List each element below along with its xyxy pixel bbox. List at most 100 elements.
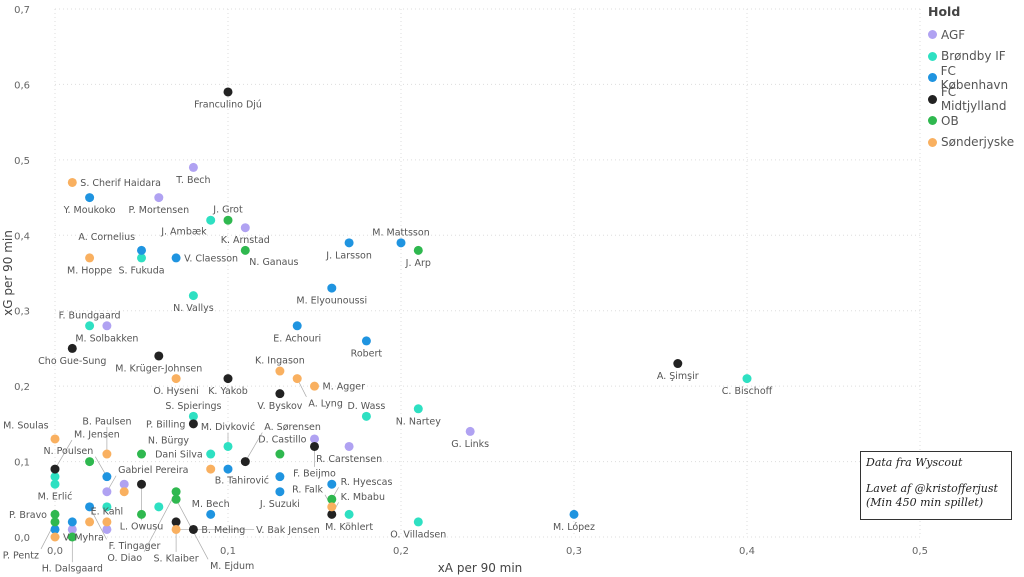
data-point[interactable] — [188, 419, 198, 429]
data-point[interactable] — [137, 509, 146, 519]
data-point[interactable] — [85, 253, 95, 263]
data-point[interactable] — [206, 464, 216, 474]
data-point[interactable] — [102, 321, 112, 331]
data-point[interactable] — [119, 479, 129, 489]
data-point[interactable] — [119, 487, 129, 497]
legend-item[interactable]: AGF — [928, 24, 1024, 46]
data-point[interactable] — [171, 374, 181, 384]
data-point[interactable] — [102, 517, 112, 527]
data-point[interactable] — [240, 245, 250, 255]
data-point[interactable] — [327, 479, 337, 489]
data-point[interactable] — [240, 223, 250, 233]
data-point[interactable] — [361, 411, 371, 421]
data-point[interactable] — [50, 434, 60, 444]
label-leader-line — [89, 506, 107, 540]
point-label: V. Myhra — [63, 533, 104, 544]
data-point[interactable] — [102, 487, 112, 497]
data-point[interactable] — [171, 487, 181, 497]
point-label: P. Pentz — [3, 550, 39, 561]
data-point[interactable] — [206, 509, 216, 519]
data-point[interactable] — [223, 441, 233, 451]
data-point[interactable] — [275, 389, 285, 399]
data-point[interactable] — [310, 381, 319, 391]
data-point[interactable] — [137, 449, 146, 459]
data-point[interactable] — [465, 426, 475, 436]
data-point[interactable] — [188, 291, 198, 301]
data-point[interactable] — [413, 404, 423, 414]
legend-item[interactable]: FC Midtjylland — [928, 85, 1024, 113]
x-tick-label: 0,3 — [566, 546, 582, 557]
data-point[interactable] — [67, 177, 77, 187]
data-point[interactable] — [154, 502, 164, 512]
data-point[interactable] — [275, 366, 285, 376]
data-point[interactable] — [223, 464, 233, 474]
data-point[interactable] — [344, 509, 354, 519]
data-point[interactable] — [223, 215, 233, 225]
data-point[interactable] — [171, 494, 181, 504]
data-point[interactable] — [361, 336, 371, 346]
data-point[interactable] — [673, 359, 683, 369]
data-point[interactable] — [102, 472, 112, 482]
data-point[interactable] — [327, 509, 337, 519]
data-point[interactable] — [188, 411, 198, 421]
data-point[interactable] — [310, 441, 319, 451]
data-point[interactable] — [50, 479, 60, 489]
data-point[interactable] — [223, 87, 233, 97]
data-point[interactable] — [102, 524, 112, 534]
data-point[interactable] — [102, 502, 112, 512]
data-point[interactable] — [85, 321, 95, 331]
data-point[interactable] — [67, 524, 77, 534]
data-point[interactable] — [50, 524, 60, 534]
legend-item[interactable]: OB — [928, 110, 1024, 132]
legend-item[interactable]: Sønderjyske — [928, 132, 1024, 154]
data-point[interactable] — [85, 193, 95, 203]
data-point[interactable] — [240, 457, 250, 467]
data-point[interactable] — [310, 434, 319, 444]
data-point[interactable] — [50, 464, 60, 474]
data-point[interactable] — [327, 502, 337, 512]
legend-item[interactable]: FC København — [928, 64, 1024, 92]
data-point[interactable] — [50, 509, 60, 519]
data-point[interactable] — [413, 245, 423, 255]
data-point[interactable] — [223, 374, 233, 384]
data-point[interactable] — [188, 524, 198, 534]
data-point[interactable] — [137, 253, 146, 263]
data-point[interactable] — [206, 215, 216, 225]
data-point[interactable] — [188, 162, 198, 172]
data-point[interactable] — [275, 472, 285, 482]
data-point[interactable] — [67, 532, 77, 542]
data-point[interactable] — [85, 457, 95, 467]
data-point[interactable] — [292, 374, 302, 384]
data-point[interactable] — [569, 509, 579, 519]
data-point[interactable] — [206, 449, 216, 459]
data-point[interactable] — [171, 524, 181, 534]
data-point[interactable] — [154, 351, 164, 361]
data-point[interactable] — [154, 193, 164, 203]
data-point[interactable] — [102, 449, 112, 459]
data-point[interactable] — [327, 494, 337, 504]
data-point[interactable] — [275, 487, 285, 497]
data-point[interactable] — [50, 532, 60, 542]
data-point[interactable] — [344, 238, 354, 248]
legend-item[interactable]: Brøndby IF — [928, 46, 1024, 68]
data-point[interactable] — [50, 517, 60, 527]
data-point[interactable] — [742, 374, 752, 384]
data-point[interactable] — [85, 502, 95, 512]
data-point[interactable] — [396, 238, 406, 248]
point-label: F. Bundgaard — [59, 310, 121, 321]
point-label: P. Mortensen — [128, 205, 189, 216]
data-point[interactable] — [413, 517, 423, 527]
data-point[interactable] — [67, 517, 77, 527]
data-point[interactable] — [171, 253, 181, 263]
data-point[interactable] — [171, 517, 181, 527]
data-point[interactable] — [50, 472, 60, 482]
data-point[interactable] — [292, 321, 302, 331]
data-point[interactable] — [344, 441, 354, 451]
data-point[interactable] — [275, 449, 285, 459]
data-point[interactable] — [137, 245, 146, 255]
data-point[interactable] — [327, 283, 337, 293]
data-point[interactable] — [137, 479, 146, 489]
data-point[interactable] — [85, 517, 95, 527]
legend-dot — [928, 51, 937, 61]
data-point[interactable] — [67, 343, 77, 353]
